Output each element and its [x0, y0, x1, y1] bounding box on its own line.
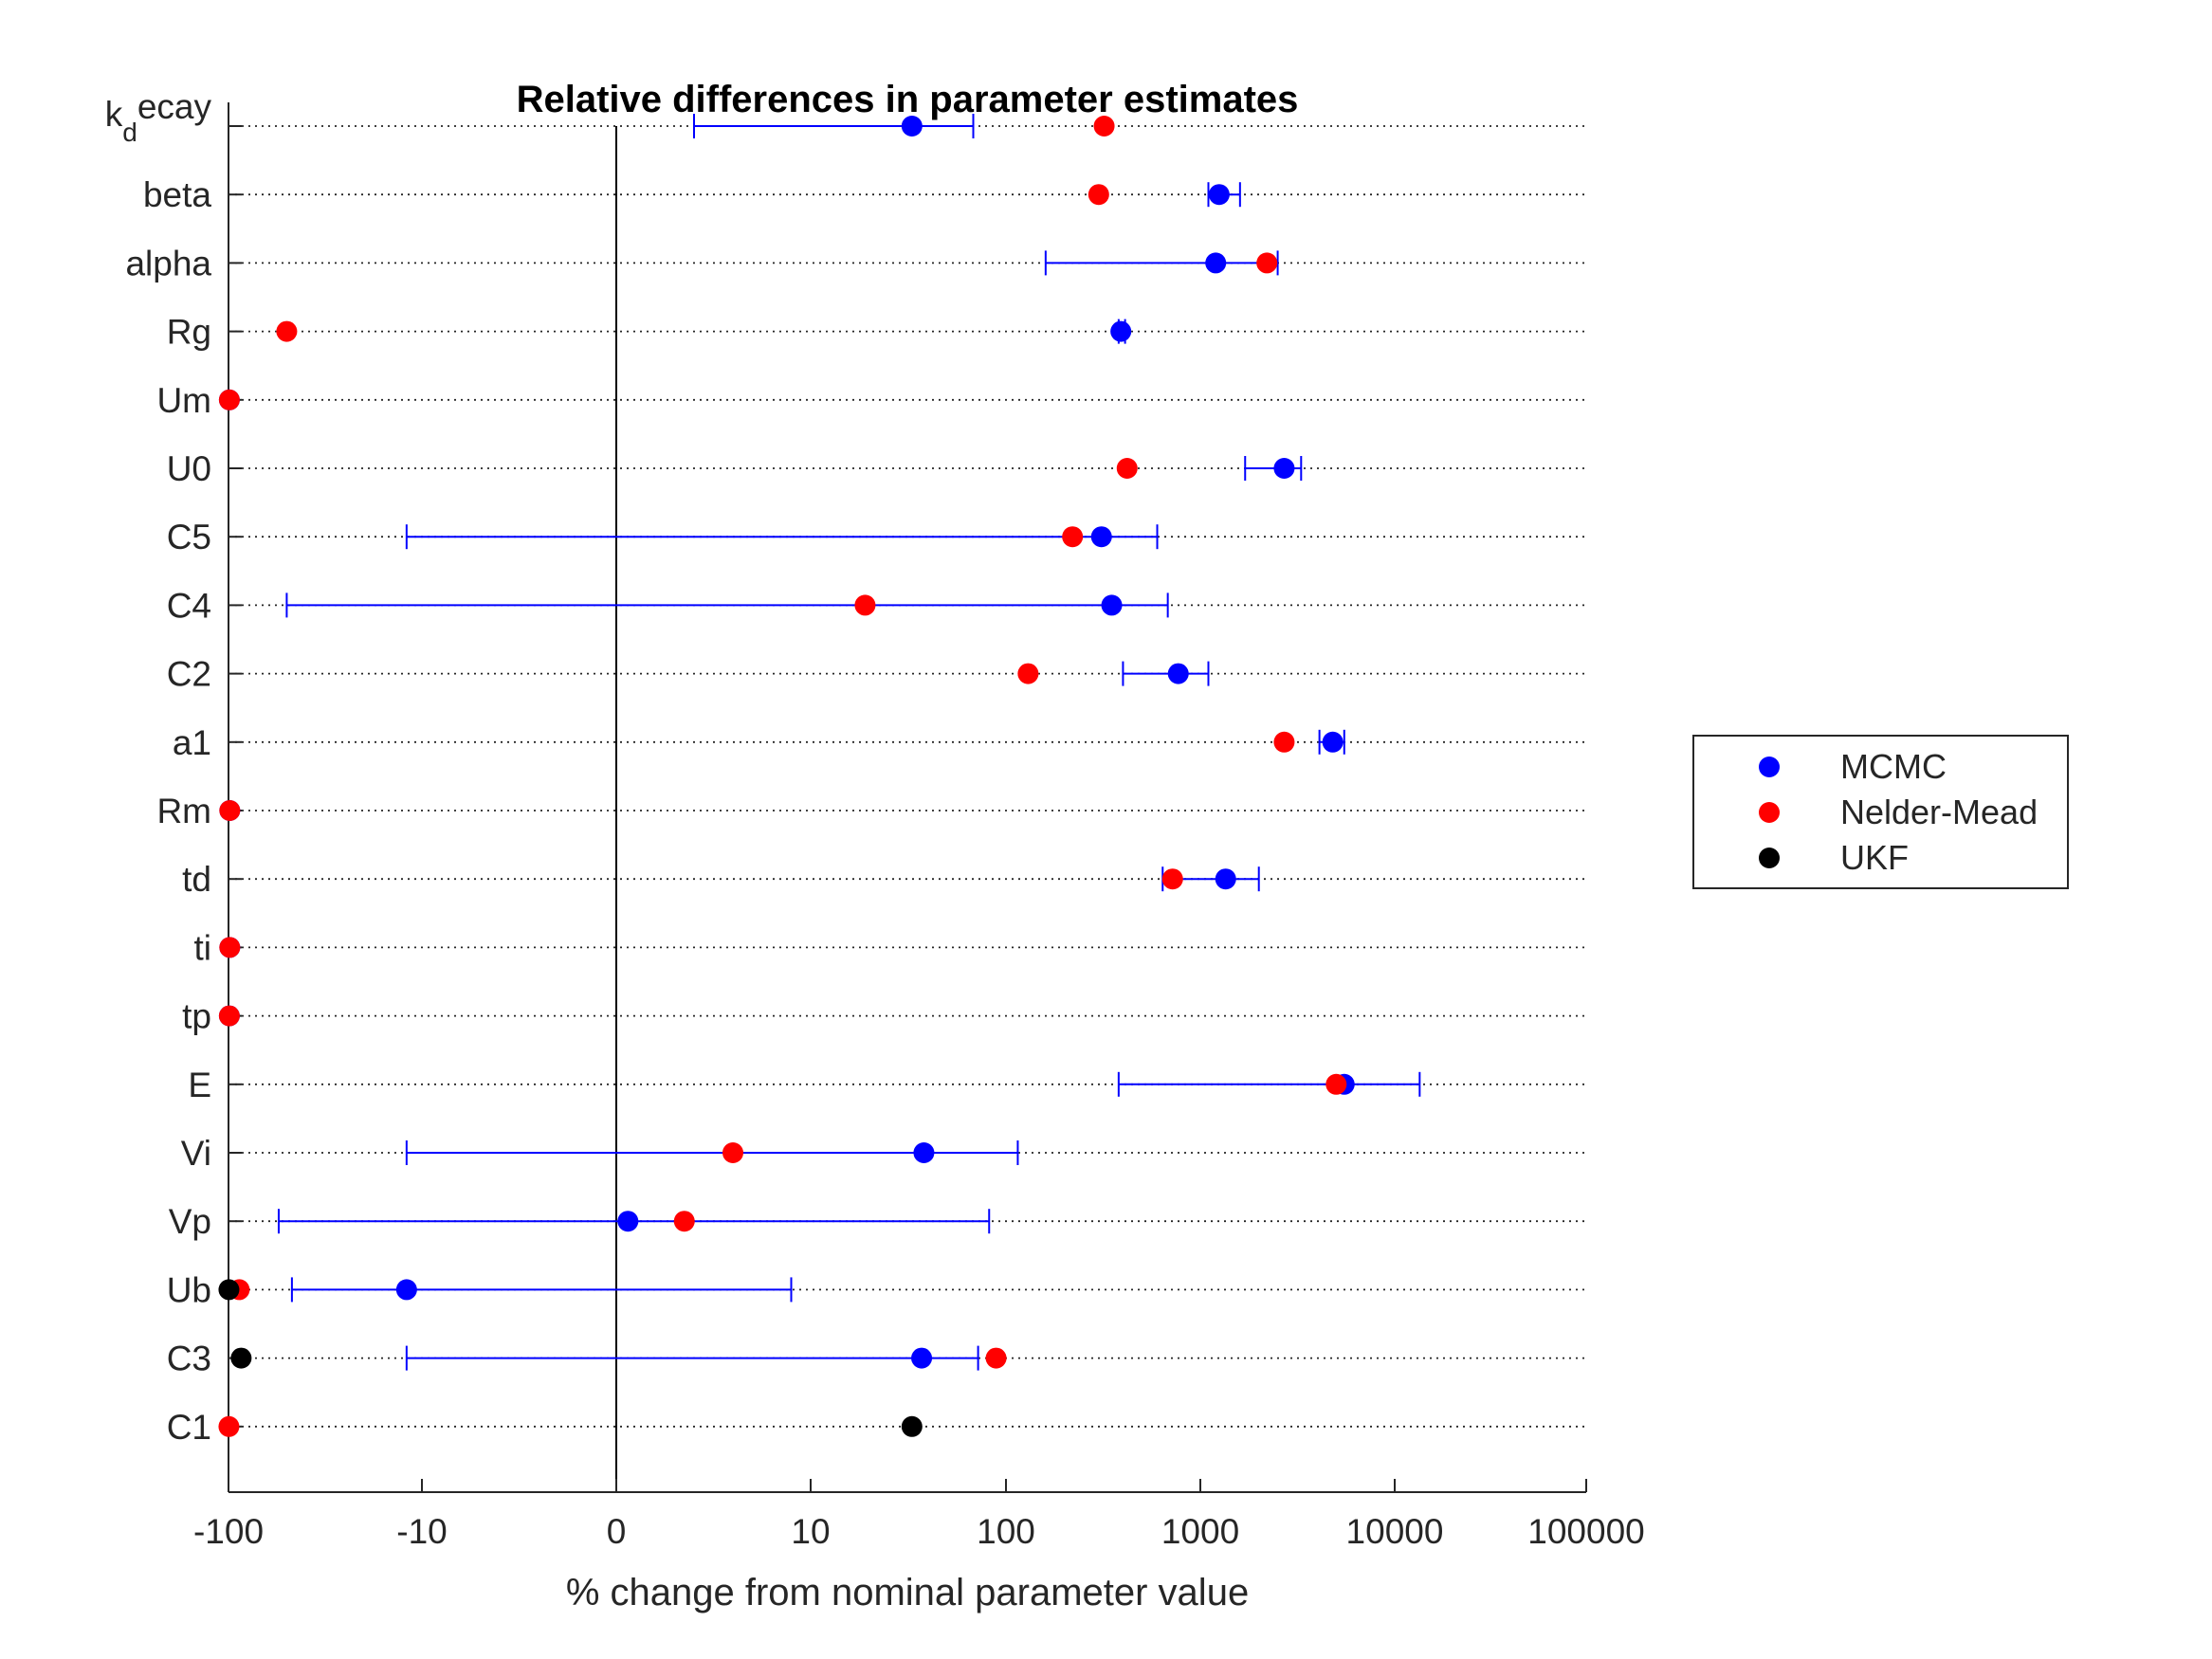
y-tick-label: alpha — [125, 244, 211, 283]
nelder-mead-point — [1161, 868, 1183, 890]
mcmc-point — [617, 1211, 639, 1232]
mcmc-point — [1322, 731, 1344, 753]
mcmc-point — [1167, 663, 1189, 684]
mcmc-point — [1215, 868, 1236, 890]
y-tick-label: a1 — [173, 723, 211, 762]
mcmc-point — [901, 116, 923, 137]
mcmc-point — [395, 1279, 417, 1301]
nelder-mead-point — [722, 1142, 743, 1163]
chart-title: Relative differences in parameter estima… — [517, 79, 1299, 120]
y-tick-label: E — [188, 1066, 211, 1104]
x-tick-label: 100000 — [1527, 1512, 1644, 1551]
nelder-mead-point — [219, 937, 241, 958]
y-tick-label: U0 — [167, 449, 211, 488]
legend-marker — [1759, 802, 1780, 823]
mcmc-point — [913, 1142, 935, 1163]
nelder-mead-point — [218, 389, 240, 410]
y-tick-label: C5 — [167, 518, 211, 556]
y-tick-label: Ub — [167, 1270, 211, 1309]
y-tick-label: Rg — [167, 313, 211, 352]
x-tick-label: -10 — [396, 1512, 447, 1551]
y-tick-label: C1 — [167, 1408, 211, 1447]
x-tick-label: 0 — [607, 1512, 627, 1551]
y-tick-label: kdecay — [105, 87, 212, 147]
nelder-mead-point — [1062, 526, 1084, 548]
x-tick-label: 10000 — [1346, 1512, 1444, 1551]
y-tick-label: beta — [143, 175, 211, 214]
legend-label: UKF — [1840, 838, 1909, 877]
legend-marker — [1759, 848, 1780, 868]
nelder-mead-point — [218, 1005, 240, 1027]
y-tick-label: tp — [182, 997, 211, 1036]
legend-label: Nelder-Mead — [1840, 793, 2038, 831]
mcmc-point — [1110, 320, 1132, 342]
data-points — [218, 116, 1355, 1437]
y-tick-label: Um — [156, 381, 211, 420]
x-tick-labels: -100 -10 0 10 100 1000 10000 100000 — [193, 1479, 1645, 1551]
legend-marker — [1759, 757, 1780, 777]
mcmc-point — [1101, 594, 1123, 616]
nelder-mead-point — [1093, 116, 1115, 137]
legend-box — [1692, 735, 2069, 889]
y-tick-label: td — [182, 860, 211, 899]
x-axis-label: % change from nominal parameter value — [566, 1572, 1249, 1613]
mcmc-point — [1273, 458, 1295, 479]
ukf-point — [218, 1279, 240, 1301]
x-tick-label: 100 — [977, 1512, 1035, 1551]
nelder-mead-point — [1017, 663, 1039, 684]
mcmc-point — [1208, 184, 1230, 206]
ukf-point — [901, 1415, 923, 1437]
nelder-mead-point — [854, 594, 876, 616]
axes — [228, 102, 1586, 1493]
legend-label: MCMC — [1840, 747, 1947, 786]
nelder-mead-point — [218, 1415, 240, 1437]
nelder-mead-point — [985, 1347, 1007, 1369]
y-tick-label: Rm — [156, 792, 211, 830]
y-tick-label: Vi — [181, 1134, 211, 1173]
nelder-mead-point — [1256, 252, 1278, 274]
y-tick-label: ti — [194, 928, 212, 967]
mcmc-point — [911, 1347, 933, 1369]
mcmc-point — [1205, 252, 1227, 274]
x-tick-label: 10 — [791, 1512, 830, 1551]
mcmc-point — [1090, 526, 1112, 548]
nelder-mead-point — [1088, 184, 1109, 206]
y-tick-label: C2 — [167, 655, 211, 694]
nelder-mead-point — [1325, 1073, 1347, 1095]
nelder-mead-point — [1116, 458, 1138, 479]
y-tick-label: C3 — [167, 1340, 211, 1378]
x-tick-label: 1000 — [1161, 1512, 1239, 1551]
ukf-point — [230, 1347, 252, 1369]
y-tick-labels: kdecay beta alpha Rg Um U0 C5 C4 C2 a1 Rm td ti tp E Vi… — [105, 87, 242, 1447]
y-tick-label: Vp — [169, 1202, 211, 1241]
nelder-mead-point — [1273, 731, 1295, 753]
nelder-mead-point — [219, 800, 241, 821]
x-tick-label: -100 — [193, 1512, 264, 1551]
y-tick-label: C4 — [167, 586, 211, 625]
nelder-mead-point — [673, 1211, 695, 1232]
legend: MCMC Nelder-Mead UKF — [1692, 735, 2069, 889]
nelder-mead-point — [276, 320, 298, 342]
